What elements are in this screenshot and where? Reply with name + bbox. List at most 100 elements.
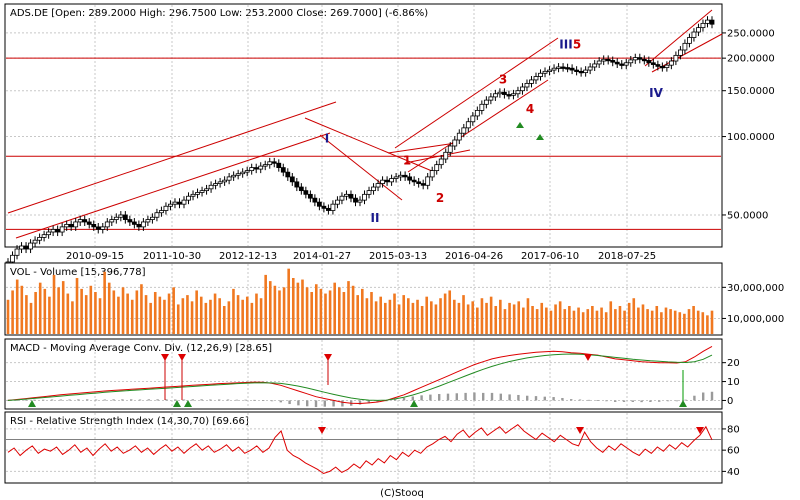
volume-bar-64 [301,279,304,334]
volume-bar-59 [278,290,281,334]
channel-line-8 [404,149,471,164]
volume-bar-146 [678,312,682,334]
price-ytick-3: 100.0000 [727,132,775,143]
macd-hist-bar-29 [262,400,265,401]
volume-bar-108 [503,309,507,334]
volume-bar-54 [255,293,258,334]
candle-56 [258,162,264,174]
volume-bar-5 [29,302,33,334]
volume-bar-12 [61,281,65,334]
macd-hist-bar-11 [103,399,106,401]
candle-81 [371,183,376,195]
channel-line-7 [387,142,457,154]
rsi-line [7,424,713,475]
candle-138 [628,55,634,67]
volume-bar-132 [614,309,617,334]
candle-129 [587,63,593,75]
volume-bar-68 [319,288,323,334]
candle-139 [632,53,638,64]
candle-35 [163,202,169,215]
volume-bar-70 [328,290,332,334]
volume-bar-21 [103,271,106,334]
volume-bar-127 [591,306,594,334]
volume-bar-56 [264,274,267,334]
candle-91 [416,177,422,188]
candle-57 [262,160,268,171]
candle-151 [687,33,692,48]
wave-label-6: III [559,37,572,51]
candle-133 [605,55,611,65]
macd-hist-bar-2 [24,399,27,401]
candle-16 [77,215,83,226]
candle-125 [569,64,575,75]
macd-hist-bar-6 [59,399,62,401]
candle-123 [560,63,566,72]
macd-hist-bar-38 [341,400,344,407]
volume-bar-46 [218,298,221,334]
volume-bar-126 [586,309,590,334]
volume-bar-95 [443,293,447,334]
volume-bar-58 [273,285,277,334]
price-xtick-4: 2015-03-13 [369,251,427,262]
price-ytick-2: 150.0000 [727,86,775,97]
macd-buy-marker-3 [184,400,192,407]
volume-bar-34 [163,299,166,334]
volume-bar-25 [121,287,125,334]
volume-bar-23 [112,290,116,334]
volume-bar-107 [499,299,502,334]
macd-sell-marker-3 [324,354,332,361]
volume-bar-109 [508,302,511,334]
candle-21 [100,222,106,234]
volume-bar-28 [135,290,139,334]
volume-bar-135 [627,302,631,334]
candle-54 [249,163,255,175]
macd-hist-bar-67 [596,400,599,401]
candle-63 [289,173,295,186]
volume-bar-87 [407,298,410,334]
candle-5 [28,239,33,254]
channel-line-1 [7,101,337,214]
macd-sell-marker-2 [178,354,186,361]
volume-bar-45 [213,293,217,334]
volume-bar-41 [195,290,198,334]
candle-18 [86,218,92,229]
volume-bar-74 [347,281,350,334]
macd-title: MACD - Moving Average Conv. Div. (12,26,… [10,343,272,354]
volume-bar-10 [52,274,56,334]
volume-bar-53 [250,302,254,334]
candle-26 [122,211,128,224]
macd-plot-area [4,338,723,410]
volume-bar-43 [204,302,208,334]
macd-hist-bar-18 [165,399,168,401]
macd-hist-bar-64 [570,399,573,401]
macd-hist-bar-19 [174,399,177,401]
volume-bar-16 [80,288,83,334]
macd-hist-bar-35 [314,400,318,408]
volume-bar-115 [535,309,539,334]
wave-label-1: II [371,211,380,225]
volume-bar-75 [351,285,355,334]
volume-bar-83 [388,299,392,334]
macd-hist-bar-46 [411,396,414,401]
volume-bar-97 [453,299,456,334]
candle-28 [131,218,137,229]
volume-bar-76 [356,295,359,334]
volume-bar-106 [494,306,498,334]
candle-34 [159,206,164,217]
candle-149 [678,46,683,60]
candle-31 [145,215,151,226]
macd-hist-bar-80 [710,391,714,401]
candle-100 [456,129,462,145]
macd-lines [7,345,713,405]
volume-bar-143 [664,307,668,334]
volume-bar-57 [268,281,272,334]
candle-145 [659,62,665,72]
volume-bar-139 [646,309,649,334]
candle-116 [529,76,534,88]
volume-bar-148 [687,309,691,334]
volume-bar-1 [11,290,14,334]
macd-hist-bar-13 [121,399,124,401]
volume-bar-137 [637,307,640,334]
volume-bar-6 [34,292,37,334]
